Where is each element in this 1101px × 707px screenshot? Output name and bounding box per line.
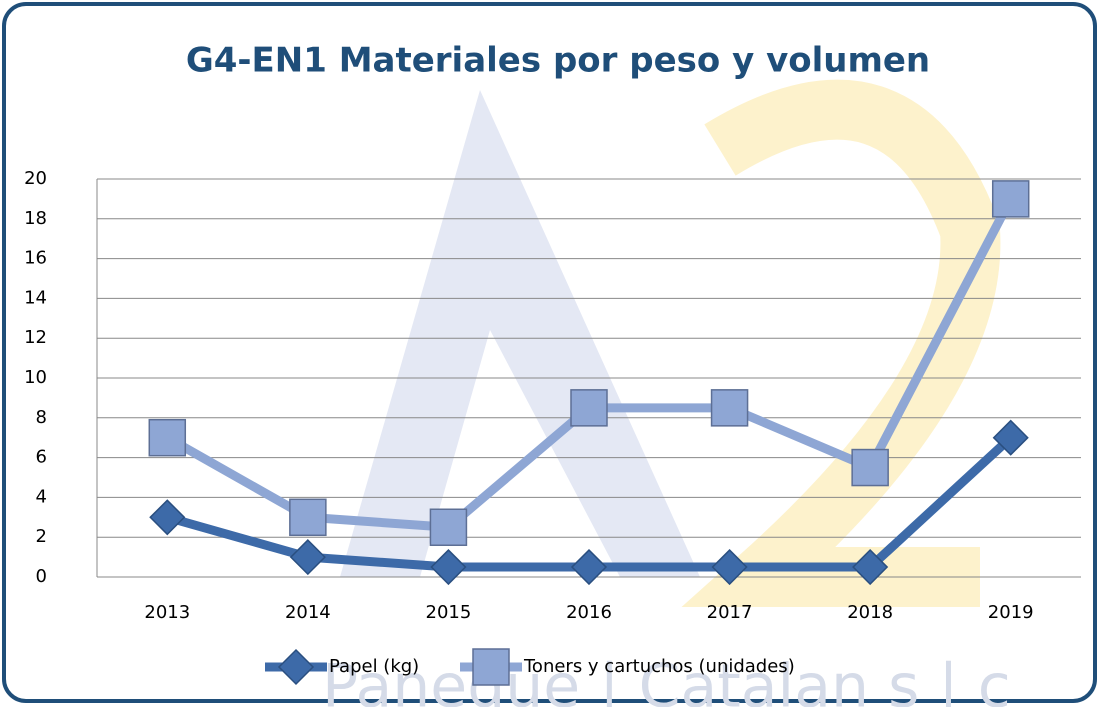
y-tick-label: 10: [24, 367, 47, 388]
legend-label: Toners y cartuchos (unidades): [523, 656, 795, 677]
y-tick-label: 8: [36, 407, 47, 428]
y-tick-label: 12: [24, 327, 47, 348]
y-tick-label: 2: [36, 526, 47, 547]
x-tick-label: 2014: [285, 602, 331, 623]
chart-title: G4-EN1 Materiales por peso y volumen: [186, 41, 930, 81]
x-tick-label: 2013: [144, 602, 190, 623]
legend-marker: [473, 649, 509, 685]
legend-label: Papel (kg): [329, 656, 419, 677]
x-tick-label: 2016: [566, 602, 612, 623]
y-tick-label: 4: [36, 486, 47, 507]
chart: Paneque | Catalan s | c G4-EN1 Materiale…: [0, 0, 1101, 707]
data-point: [993, 181, 1029, 217]
data-point: [430, 509, 466, 545]
x-tick-label: 2019: [988, 602, 1034, 623]
x-tick-label: 2015: [426, 602, 472, 623]
data-point: [571, 390, 607, 426]
x-tick-label: 2017: [707, 602, 753, 623]
y-tick-label: 20: [24, 168, 47, 189]
y-tick-label: 14: [24, 287, 47, 308]
data-point: [149, 420, 185, 456]
data-point: [712, 390, 748, 426]
x-tick-label: 2018: [847, 602, 893, 623]
data-point: [290, 499, 326, 535]
y-tick-label: 6: [36, 447, 47, 468]
y-tick-label: 0: [36, 566, 47, 587]
y-tick-label: 16: [24, 248, 47, 269]
data-point: [852, 450, 888, 486]
y-tick-label: 18: [24, 208, 47, 229]
